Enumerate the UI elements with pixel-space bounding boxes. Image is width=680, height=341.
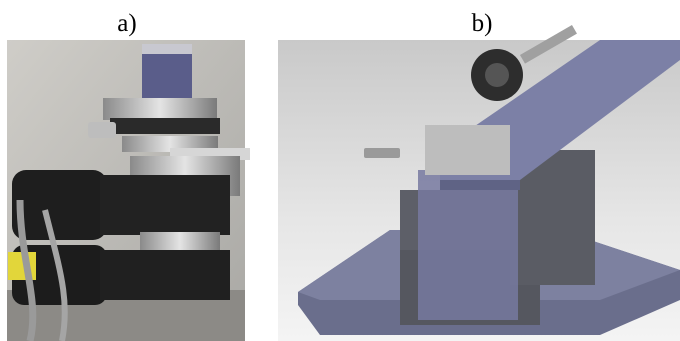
photo-a: [7, 40, 250, 341]
figure: a) b): [0, 0, 680, 341]
panel-label: a): [117, 10, 136, 37]
panel-label: b): [472, 10, 493, 37]
render-b: [278, 25, 680, 341]
figure-canvas: a) b): [0, 0, 680, 341]
